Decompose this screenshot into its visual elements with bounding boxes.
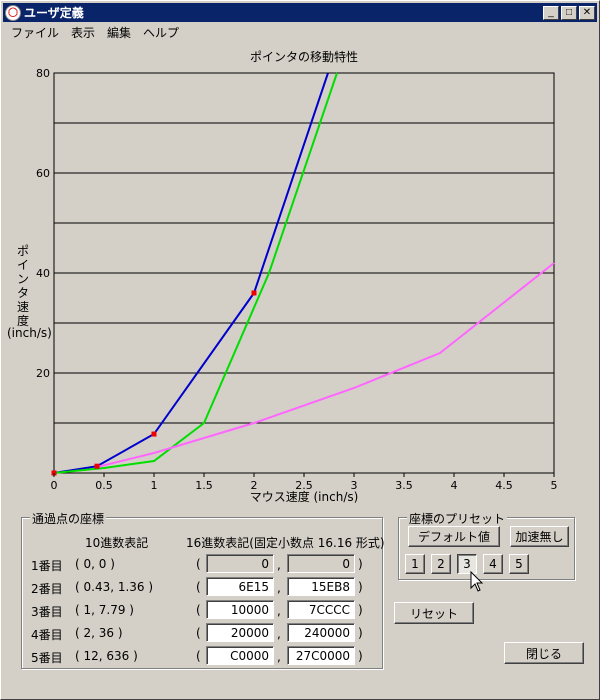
close-button[interactable]: 閉じる bbox=[504, 642, 584, 664]
hex-x-field[interactable]: 10000 bbox=[206, 600, 274, 619]
coord-row-decimal: ( 2, 36 ) bbox=[75, 626, 123, 640]
app-icon bbox=[5, 4, 21, 21]
hex-header: 16進数表記(固定小数点 16.16 形式) bbox=[186, 536, 385, 550]
x-tick-label: 3 bbox=[351, 479, 358, 492]
x-axis-label: マウス速度 (inch/s) bbox=[250, 489, 359, 504]
preset-group-title: 座標のプリセット bbox=[407, 510, 508, 527]
paren-open: ( bbox=[196, 603, 201, 617]
hex-y-field[interactable]: 27C0000 bbox=[287, 646, 355, 665]
hex-y-field[interactable]: 15EB8 bbox=[287, 577, 355, 596]
coord-row-label: 4番目 bbox=[31, 628, 63, 642]
x-tick-label: 4.5 bbox=[495, 479, 513, 492]
x-tick-label: 1.5 bbox=[195, 479, 213, 492]
paren-open: ( bbox=[196, 580, 201, 594]
coord-row-label: 1番目 bbox=[31, 559, 63, 573]
x-tick-label: 2.5 bbox=[295, 479, 313, 492]
comma: , bbox=[277, 604, 281, 618]
hex-x-field[interactable]: C0000 bbox=[206, 646, 274, 665]
y-axis-label-char: 速 bbox=[17, 300, 29, 314]
comma: , bbox=[277, 558, 281, 572]
x-tick-label: 3.5 bbox=[395, 479, 413, 492]
pointer-chart: 0 0.5 1 1.5 2 2.5 3 3.5 4 4.5 5 20 40 60 80 ポインタの移動特性 … bbox=[1, 43, 600, 505]
y-axis-label-char: タ bbox=[17, 286, 29, 300]
hex-x-field[interactable]: 6E15 bbox=[206, 577, 274, 596]
series-line-2 bbox=[53, 72, 338, 474]
hex-y-field[interactable]: 7CCCC bbox=[287, 600, 355, 619]
x-tick-label: 4 bbox=[451, 479, 458, 492]
maximize-button[interactable]: □ bbox=[561, 5, 577, 20]
comma: , bbox=[277, 627, 281, 641]
hex-y-field[interactable]: 240000 bbox=[287, 623, 355, 642]
y-tick-label: 20 bbox=[36, 367, 50, 380]
close-window-button[interactable]: ✕ bbox=[579, 5, 595, 20]
x-tick-label: 5 bbox=[551, 479, 558, 492]
menu-file[interactable]: ファイル bbox=[11, 26, 60, 40]
menu-bar: ファイル 表示 編集 ヘルプ bbox=[5, 22, 185, 41]
reset-button[interactable]: リセット bbox=[394, 602, 474, 624]
comma: , bbox=[277, 581, 281, 595]
chart-title: ポインタの移動特性 bbox=[250, 49, 358, 64]
coord-row-label: 5番目 bbox=[31, 651, 63, 665]
y-axis-label-char: ン bbox=[17, 272, 29, 286]
decimal-header: 10進数表記 bbox=[85, 536, 149, 550]
coord-row-decimal: ( 0, 0 ) bbox=[75, 557, 115, 571]
preset-button-1[interactable]: 1 bbox=[405, 554, 425, 574]
paren-close: ) bbox=[358, 557, 363, 571]
title-bar: ユーザ定義 _ □ ✕ bbox=[3, 3, 597, 22]
menu-view[interactable]: 表示 bbox=[71, 26, 96, 40]
menu-help[interactable]: ヘルプ bbox=[143, 26, 180, 40]
paren-open: ( bbox=[196, 626, 201, 640]
x-tick-label: 1 bbox=[151, 479, 158, 492]
y-axis-label-char: 度 bbox=[17, 313, 29, 328]
paren-close: ) bbox=[358, 580, 363, 594]
menu-edit[interactable]: 編集 bbox=[107, 26, 132, 40]
hex-x-field: 0 bbox=[206, 554, 274, 573]
x-tick-label: 0 bbox=[51, 479, 58, 492]
control-point-marker[interactable] bbox=[151, 431, 157, 437]
preset-button-5[interactable]: 5 bbox=[509, 554, 529, 574]
hex-x-field[interactable]: 20000 bbox=[206, 623, 274, 642]
preset-group: 座標のプリセット bbox=[398, 510, 575, 580]
coord-row-label: 3番目 bbox=[31, 605, 63, 619]
default-values-button[interactable]: デフォルト値 bbox=[408, 526, 500, 547]
preset-button-2[interactable]: 2 bbox=[431, 554, 451, 574]
control-point-marker[interactable] bbox=[94, 463, 100, 469]
window-title: ユーザ定義 bbox=[24, 6, 84, 20]
comma: , bbox=[277, 650, 281, 664]
preset-button-4[interactable]: 4 bbox=[483, 554, 503, 574]
coord-row-label: 2番目 bbox=[31, 582, 63, 596]
y-tick-label: 40 bbox=[36, 267, 50, 280]
coords-group: 通過点の座標 bbox=[21, 510, 383, 669]
coords-group-title: 通過点の座標 bbox=[30, 510, 107, 527]
x-tick-label: 2 bbox=[251, 479, 258, 492]
paren-close: ) bbox=[358, 626, 363, 640]
paren-open: ( bbox=[196, 649, 201, 663]
no-acceleration-button[interactable]: 加速無し bbox=[510, 526, 569, 547]
control-point-marker[interactable] bbox=[251, 290, 257, 296]
y-tick-label: 60 bbox=[36, 167, 50, 180]
mouse-cursor-icon bbox=[470, 571, 484, 592]
coord-row-decimal: ( 1, 7.79 ) bbox=[75, 603, 134, 617]
coord-row-decimal: ( 12, 636 ) bbox=[75, 649, 138, 663]
x-tick-label: 0.5 bbox=[95, 479, 113, 492]
hex-y-field: 0 bbox=[287, 554, 355, 573]
y-axis-label-char: イ bbox=[17, 258, 29, 272]
coord-row-decimal: ( 0.43, 1.36 ) bbox=[75, 580, 154, 594]
y-axis-label-char: ポ bbox=[17, 244, 29, 258]
preset-button-3[interactable]: 3 bbox=[457, 554, 477, 574]
paren-close: ) bbox=[358, 603, 363, 617]
series-line-3 bbox=[96, 262, 555, 468]
y-axis-unit: (inch/s) bbox=[7, 326, 52, 340]
paren-close: ) bbox=[358, 649, 363, 663]
y-tick-label: 80 bbox=[36, 67, 50, 80]
paren-open: ( bbox=[196, 557, 201, 571]
minimize-button[interactable]: _ bbox=[543, 5, 559, 20]
